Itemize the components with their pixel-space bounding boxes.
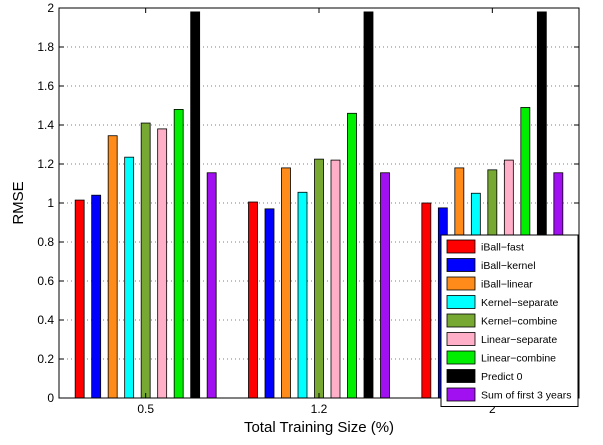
bar bbox=[314, 158, 324, 399]
bar bbox=[281, 167, 291, 399]
bar bbox=[173, 109, 184, 399]
x-tick-label: 0.5 bbox=[137, 402, 154, 416]
y-tick-label: 1 bbox=[47, 196, 54, 210]
bar bbox=[206, 172, 217, 399]
y-tick-label: 0.8 bbox=[37, 235, 54, 249]
legend-swatch bbox=[446, 387, 476, 402]
bar bbox=[140, 122, 151, 399]
x-tick-label: 2 bbox=[489, 402, 496, 416]
legend-label: Predict 0 bbox=[481, 371, 523, 383]
legend-label: Linear−combine bbox=[481, 353, 556, 365]
bar bbox=[297, 191, 308, 399]
bar bbox=[107, 135, 118, 399]
legend-swatch bbox=[446, 313, 476, 328]
bar bbox=[74, 199, 85, 399]
y-tick-label: 1.8 bbox=[37, 40, 54, 54]
bar bbox=[347, 112, 357, 399]
bar bbox=[124, 156, 135, 399]
x-axis-title: Total Training Size (%) bbox=[244, 419, 394, 436]
bar bbox=[330, 159, 341, 399]
y-tick-label: 1.6 bbox=[37, 79, 54, 93]
bar bbox=[380, 172, 390, 399]
legend: iBall−fast iBall−kernel iBall−linear Kernel… bbox=[440, 234, 579, 407]
y-tick-label: 0.4 bbox=[37, 313, 54, 327]
y-tick-label: 0.6 bbox=[37, 274, 54, 288]
bar bbox=[264, 208, 275, 399]
y-tick-label: 0.2 bbox=[37, 352, 54, 366]
legend-swatch bbox=[446, 332, 476, 346]
bar bbox=[157, 128, 168, 399]
y-tick-label: 1.2 bbox=[37, 157, 54, 171]
legend-swatch bbox=[446, 295, 476, 309]
legend-label: Kernel−combine bbox=[481, 316, 557, 328]
y-tick-label: 2 bbox=[47, 1, 54, 15]
legend-swatch bbox=[446, 239, 476, 254]
legend-swatch bbox=[446, 258, 476, 272]
bar bbox=[363, 11, 374, 399]
legend-swatch bbox=[446, 350, 476, 365]
bar bbox=[248, 201, 258, 399]
bar bbox=[91, 194, 102, 399]
legend-label: iBall−linear bbox=[481, 279, 533, 291]
legend-label: iBall−fast bbox=[481, 242, 524, 254]
legend-swatch bbox=[446, 369, 476, 383]
legend-label: Linear−separate bbox=[481, 334, 557, 346]
x-tick-label: 1.2 bbox=[311, 402, 328, 416]
y-axis-title: RMSE bbox=[10, 181, 27, 224]
y-tick-label: 1.4 bbox=[37, 118, 54, 132]
y-tick-label: 0 bbox=[47, 391, 54, 405]
legend-label: Sum of first 3 years bbox=[481, 390, 571, 402]
legend-label: iBall−kernel bbox=[481, 260, 536, 272]
bar bbox=[421, 202, 432, 399]
axis-ticks: 0 0.2 0.4 0.6 0.8 1 1.2 1.4 1.6 1.8 2 0.5 1.2 2 bbox=[37, 1, 579, 416]
legend-swatch bbox=[446, 276, 476, 291]
legend-label: Kernel−separate bbox=[481, 297, 559, 309]
bar bbox=[190, 11, 201, 399]
